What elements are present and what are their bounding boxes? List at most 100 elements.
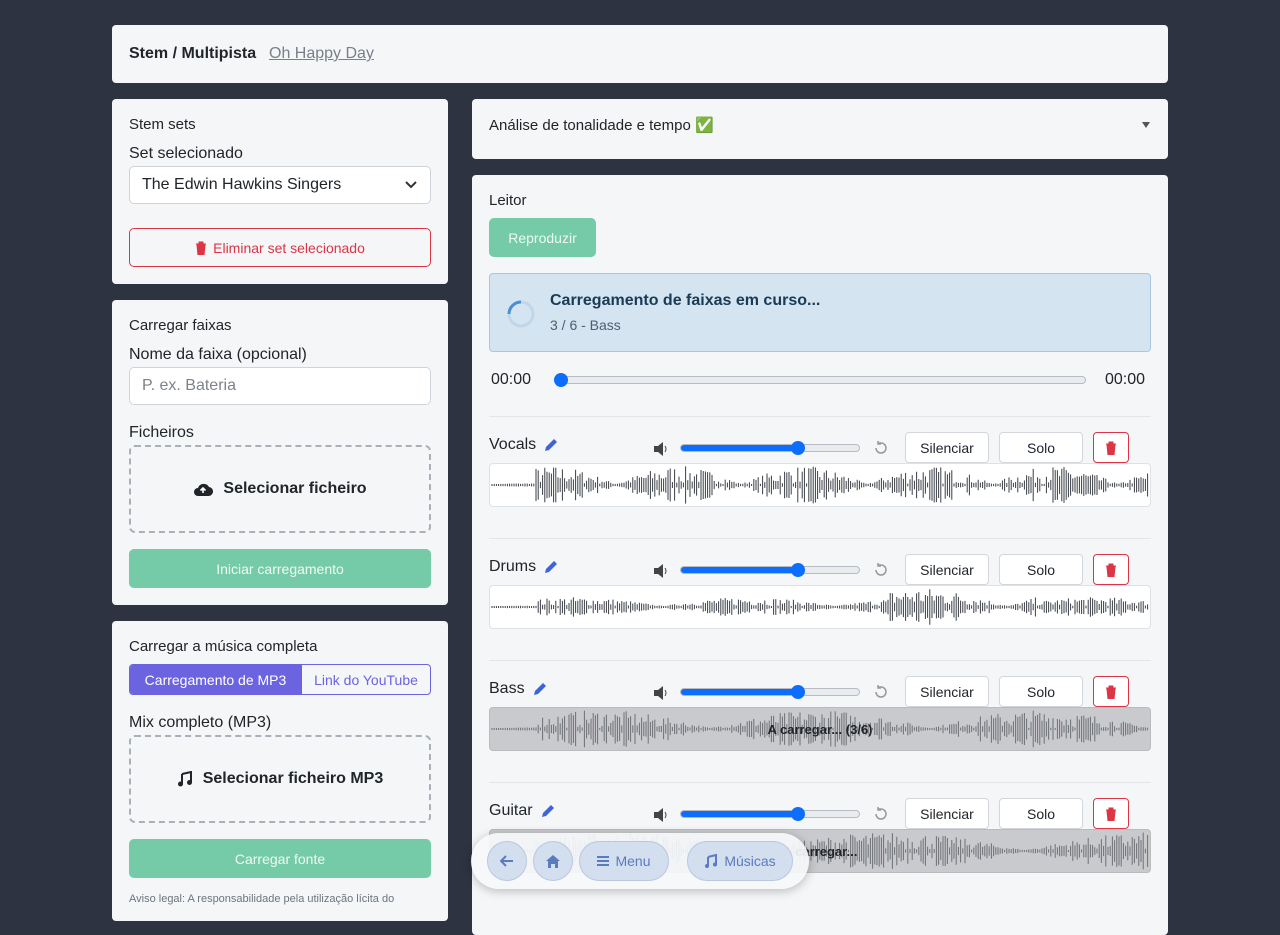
waveform-svg <box>491 589 1149 625</box>
upload-tracks-card: Carregar faixas Nome da faixa (opcional)… <box>112 300 448 605</box>
edit-icon[interactable] <box>544 560 558 574</box>
trash-icon <box>1106 685 1116 699</box>
volume-thumb[interactable] <box>791 807 805 821</box>
button-label: Carregar fonte <box>234 850 326 867</box>
track-name-text: Vocals <box>489 436 537 453</box>
separator <box>489 782 1151 783</box>
tab[interactable]: Link do YouTube <box>301 665 430 694</box>
track-name-input[interactable]: P. ex. Bateria <box>129 367 431 405</box>
track-name-text: Guitar <box>489 802 533 819</box>
header-card: Stem / Multipista Oh Happy Day <box>112 25 1168 83</box>
menu-button[interactable]: Menu <box>579 841 669 881</box>
reset-icon[interactable] <box>873 684 889 700</box>
start-upload-button[interactable]: Iniciar carregamento <box>129 549 431 588</box>
seek-bar[interactable] <box>556 376 1086 384</box>
mute-button[interactable]: Silenciar <box>905 554 989 585</box>
set-select[interactable]: The Edwin Hawkins Singers <box>129 166 431 204</box>
volume-icon <box>654 442 667 456</box>
wave <box>664 811 667 819</box>
speaker <box>654 564 663 578</box>
waveform-svg <box>491 710 1149 748</box>
volume-thumb[interactable] <box>791 685 805 699</box>
field-label: Set selecionado <box>129 145 243 162</box>
reset-icon[interactable] <box>873 440 889 456</box>
delete-track-button[interactable] <box>1093 554 1129 585</box>
waveform: A carregar... (3/6) <box>489 707 1151 751</box>
wave <box>664 567 667 575</box>
waveform-svg <box>491 466 1149 504</box>
edit-icon[interactable] <box>533 682 547 696</box>
menu-icon <box>597 856 610 866</box>
field-label: Nome da faixa (opcional) <box>129 346 307 363</box>
music-icon <box>177 771 192 787</box>
card-title: Análise de tonalidade e tempo ✅ <box>489 117 714 134</box>
volume-thumb[interactable] <box>791 563 805 577</box>
speaker <box>654 808 663 822</box>
track-name: Guitar <box>489 802 555 820</box>
solo-button[interactable]: Solo <box>999 798 1083 829</box>
volume-track[interactable] <box>680 810 860 818</box>
play-button[interactable]: Reproduzir <box>489 218 596 257</box>
separator <box>489 416 1151 417</box>
file-drop[interactable]: Selecionar ficheiro <box>129 445 431 533</box>
time-current: 00:00 <box>491 371 532 388</box>
back-button[interactable] <box>487 841 527 881</box>
load-source-button[interactable]: Carregar fonte <box>129 839 431 878</box>
mute-button[interactable]: Silenciar <box>905 432 989 463</box>
track-name: Bass <box>489 680 547 698</box>
home-button[interactable] <box>533 841 573 881</box>
loading-alert: Carregamento de faixas em curso... 3 / 6… <box>489 273 1151 352</box>
volume-icon <box>654 686 667 700</box>
card-title: Carregar a música completa <box>129 638 318 655</box>
waveform <box>489 463 1151 507</box>
expand-caret <box>1142 122 1150 128</box>
separator <box>489 538 1151 539</box>
track-name: Vocals <box>489 436 558 454</box>
reset-icon[interactable] <box>873 806 889 822</box>
delete-track-button[interactable] <box>1093 432 1129 463</box>
drop-label: Selecionar ficheiro MP3 <box>202 770 384 787</box>
delete-set-button[interactable]: Eliminar set selecionado <box>129 228 431 267</box>
button-label: Eliminar set selecionado <box>213 239 365 256</box>
reset-icon[interactable] <box>873 562 889 578</box>
volume-track[interactable] <box>680 444 860 452</box>
pencil <box>545 561 558 573</box>
edit-icon[interactable] <box>544 438 558 452</box>
source-tabs: Carregamento de MP3 Link do YouTube <box>129 664 431 695</box>
volume-track[interactable] <box>680 566 860 574</box>
cloud-icon <box>194 483 214 497</box>
separator <box>489 660 1151 661</box>
mute-button[interactable]: Silenciar <box>905 676 989 707</box>
button-label: Iniciar carregamento <box>216 560 344 577</box>
loading-overlay: A carregar... (3/6) <box>767 721 873 737</box>
drop-label: Selecionar ficheiro <box>223 480 367 497</box>
edit-icon[interactable] <box>541 804 555 818</box>
reset <box>875 685 887 698</box>
full-song-card: Carregar a música completa Carregamento … <box>112 621 448 921</box>
solo-button[interactable]: Solo <box>999 554 1083 585</box>
solo-button[interactable]: Solo <box>999 676 1083 707</box>
volume-track[interactable] <box>680 688 860 696</box>
solo-button[interactable]: Solo <box>999 432 1083 463</box>
tab-active[interactable]: Carregamento de MP3 <box>130 665 301 694</box>
mp3-drop[interactable]: Selecionar ficheiro MP3 <box>129 735 431 823</box>
seek-thumb[interactable] <box>554 373 568 387</box>
delete-track-button[interactable] <box>1093 676 1129 707</box>
speaker <box>654 686 663 700</box>
song-link[interactable]: Oh Happy Day <box>269 45 374 62</box>
track-name-text: Drums <box>489 558 537 575</box>
card-title: Leitor <box>489 192 527 209</box>
card-title: Stem sets <box>129 116 196 133</box>
delete-track-button[interactable] <box>1093 798 1129 829</box>
volume-thumb[interactable] <box>791 441 805 455</box>
track-name-text: Bass <box>489 680 525 697</box>
waveform-svg <box>491 832 1149 870</box>
songs-button[interactable]: Músicas <box>687 841 793 881</box>
button-label: Músicas <box>724 853 776 869</box>
pencil <box>533 683 546 695</box>
mute-button[interactable]: Silenciar <box>905 798 989 829</box>
volume-icon <box>654 564 667 578</box>
time-total: 00:00 <box>1105 371 1146 388</box>
analysis-card[interactable]: Análise de tonalidade e tempo ✅ <box>472 99 1168 159</box>
page: Stem / Multipista Oh Happy Day Stem sets… <box>112 25 1168 935</box>
